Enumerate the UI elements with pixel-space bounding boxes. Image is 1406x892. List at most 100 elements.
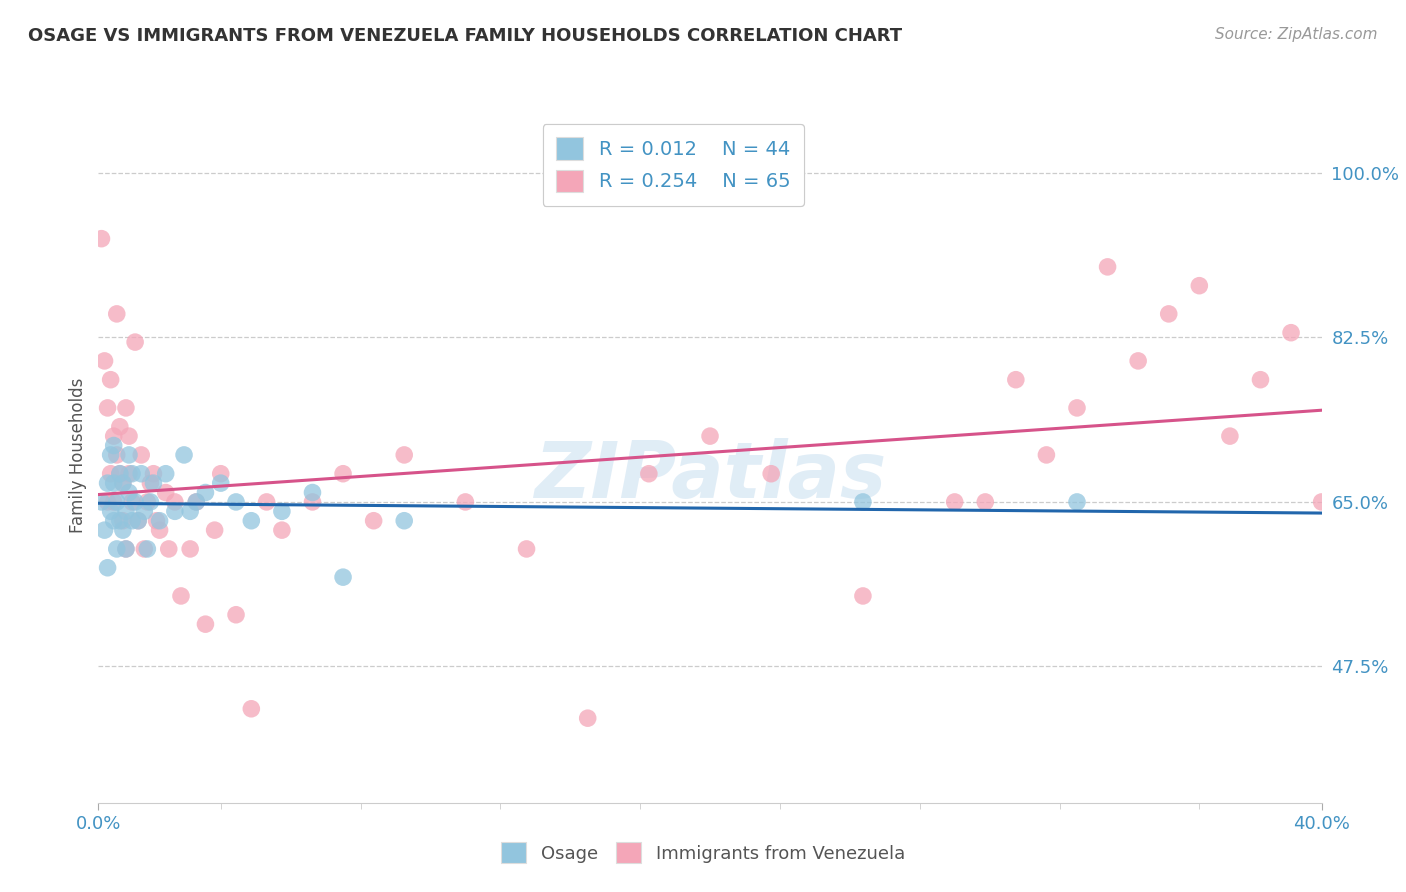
Point: [115, 541, 138, 556]
Point: [136, 495, 159, 509]
Point: [105, 448, 128, 462]
Point: [118, 429, 141, 443]
Point: [1035, 448, 1057, 462]
Point: [118, 485, 141, 500]
Point: [699, 429, 721, 443]
Point: [155, 467, 177, 481]
Point: [93, 354, 115, 368]
Point: [108, 419, 131, 434]
Point: [103, 476, 125, 491]
Point: [225, 607, 247, 622]
Point: [194, 485, 217, 500]
Point: [121, 495, 143, 509]
Point: [139, 476, 162, 491]
Point: [301, 495, 323, 509]
Point: [105, 495, 128, 509]
Point: [111, 476, 134, 491]
Point: [111, 523, 134, 537]
Point: [103, 514, 125, 528]
Point: [127, 514, 149, 528]
Point: [852, 589, 875, 603]
Point: [225, 495, 247, 509]
Point: [1188, 278, 1211, 293]
Point: [1004, 373, 1026, 387]
Point: [943, 495, 966, 509]
Point: [270, 523, 292, 537]
Point: [108, 467, 131, 481]
Point: [204, 523, 226, 537]
Point: [170, 589, 193, 603]
Point: [179, 541, 201, 556]
Point: [155, 485, 177, 500]
Point: [118, 448, 141, 462]
Point: [100, 504, 122, 518]
Point: [454, 495, 477, 509]
Point: [1219, 429, 1241, 443]
Point: [90, 495, 112, 509]
Point: [392, 514, 416, 528]
Point: [103, 495, 125, 509]
Point: [1066, 495, 1088, 509]
Point: [124, 335, 146, 350]
Point: [134, 541, 156, 556]
Point: [1066, 401, 1088, 415]
Point: [97, 401, 120, 415]
Point: [142, 467, 165, 481]
Text: Source: ZipAtlas.com: Source: ZipAtlas.com: [1215, 27, 1378, 42]
Point: [974, 495, 997, 509]
Point: [209, 476, 232, 491]
Point: [301, 485, 323, 500]
Point: [136, 541, 159, 556]
Point: [127, 514, 149, 528]
Point: [1128, 354, 1150, 368]
Point: [157, 541, 180, 556]
Point: [256, 495, 278, 509]
Point: [142, 476, 165, 491]
Text: ZIPatlas: ZIPatlas: [534, 438, 886, 514]
Point: [270, 504, 292, 518]
Point: [149, 523, 172, 537]
Point: [576, 711, 599, 725]
Point: [100, 373, 122, 387]
Point: [105, 307, 128, 321]
Point: [97, 560, 120, 574]
Point: [332, 570, 354, 584]
Point: [209, 467, 232, 481]
Point: [121, 514, 143, 528]
Point: [115, 401, 138, 415]
Legend: Osage, Immigrants from Venezuela: Osage, Immigrants from Venezuela: [491, 831, 915, 874]
Point: [759, 467, 782, 481]
Point: [97, 476, 120, 491]
Point: [1249, 373, 1271, 387]
Point: [129, 467, 152, 481]
Point: [149, 514, 172, 528]
Text: OSAGE VS IMMIGRANTS FROM VENEZUELA FAMILY HOUSEHOLDS CORRELATION CHART: OSAGE VS IMMIGRANTS FROM VENEZUELA FAMIL…: [28, 27, 903, 45]
Point: [1279, 326, 1302, 340]
Point: [124, 495, 146, 509]
Point: [103, 438, 125, 452]
Point: [121, 467, 143, 481]
Point: [1157, 307, 1180, 321]
Y-axis label: Family Households: Family Households: [69, 377, 87, 533]
Point: [332, 467, 354, 481]
Point: [392, 448, 416, 462]
Point: [108, 514, 131, 528]
Point: [93, 523, 115, 537]
Point: [100, 448, 122, 462]
Point: [115, 541, 138, 556]
Point: [173, 448, 195, 462]
Point: [118, 467, 141, 481]
Point: [194, 617, 217, 632]
Point: [240, 514, 263, 528]
Point: [111, 476, 134, 491]
Point: [145, 514, 167, 528]
Point: [108, 467, 131, 481]
Point: [516, 541, 538, 556]
Point: [240, 702, 263, 716]
Point: [179, 504, 201, 518]
Point: [103, 429, 125, 443]
Point: [186, 495, 208, 509]
Point: [1310, 495, 1333, 509]
Point: [134, 504, 156, 518]
Point: [163, 504, 186, 518]
